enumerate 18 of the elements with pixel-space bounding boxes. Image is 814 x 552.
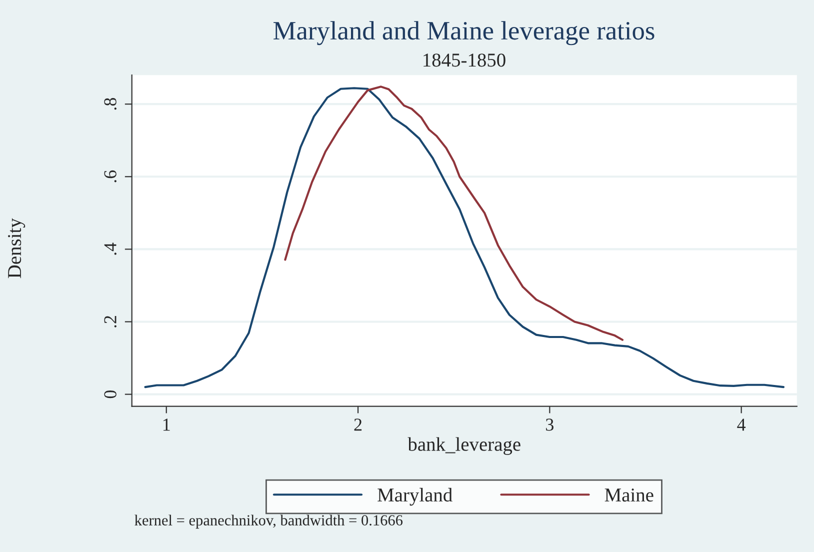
x-tick-label: 3 xyxy=(546,418,554,431)
y-tick-label: .2 xyxy=(104,316,116,328)
legend-label: Maine xyxy=(604,488,654,502)
x-tick-label: 1 xyxy=(163,418,170,431)
y-tick-label: .8 xyxy=(104,98,116,110)
x-tick-label: 4 xyxy=(737,418,746,431)
y-axis-title: Density xyxy=(8,218,26,278)
y-tick-label: 0 xyxy=(104,390,116,398)
line-series xyxy=(144,87,785,388)
y-tick-label: .6 xyxy=(104,170,116,182)
text: kernel = epanechnikov, bandwidth = 0.1666 xyxy=(134,514,403,529)
chart-title: Maryland and Maine leverage ratios xyxy=(273,21,654,46)
legend-label: Maryland xyxy=(378,488,452,506)
chart-subtitle: 1845-1850 xyxy=(424,54,506,67)
x-axis-title: bank_leverage xyxy=(408,437,520,455)
x-tick-label: 2 xyxy=(354,418,362,431)
line-series xyxy=(284,86,624,341)
y-tick-label: .4 xyxy=(104,242,116,255)
